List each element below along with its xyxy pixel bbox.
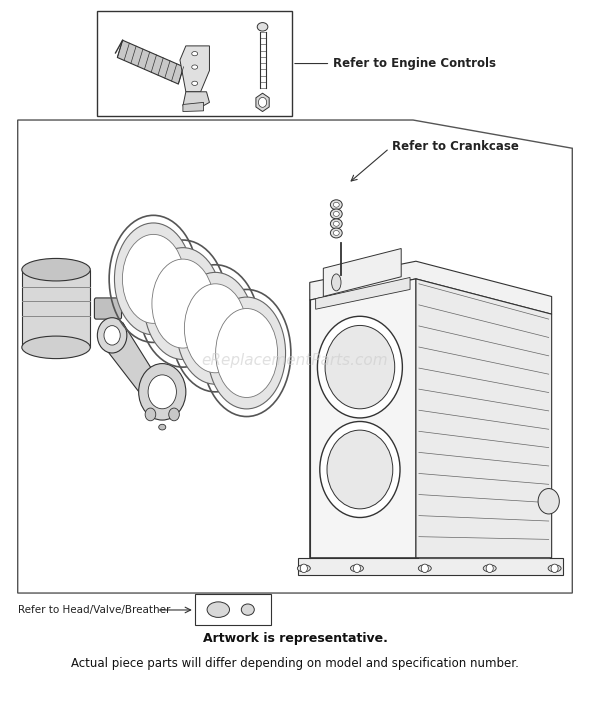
Ellipse shape: [122, 301, 129, 316]
Ellipse shape: [333, 202, 339, 208]
Text: Artwork is representative.: Artwork is representative.: [202, 633, 388, 645]
Polygon shape: [316, 277, 410, 309]
Text: Actual piece parts will differ depending on model and specification number.: Actual piece parts will differ depending…: [71, 657, 519, 670]
Polygon shape: [106, 323, 171, 409]
Circle shape: [258, 97, 267, 107]
Ellipse shape: [208, 297, 286, 409]
Polygon shape: [416, 279, 552, 558]
Circle shape: [325, 325, 395, 409]
Ellipse shape: [123, 234, 184, 323]
Text: Refer to Head/Valve/Breather: Refer to Head/Valve/Breather: [18, 605, 170, 615]
Ellipse shape: [114, 223, 192, 335]
Circle shape: [538, 489, 559, 514]
Ellipse shape: [418, 565, 431, 572]
Ellipse shape: [548, 565, 561, 572]
FancyBboxPatch shape: [94, 298, 122, 319]
Ellipse shape: [350, 565, 363, 572]
Bar: [97, 11, 292, 116]
Polygon shape: [323, 249, 401, 297]
Polygon shape: [18, 120, 572, 593]
Ellipse shape: [241, 604, 254, 615]
Circle shape: [327, 430, 393, 509]
Text: eReplacementParts.com: eReplacementParts.com: [202, 352, 388, 368]
Ellipse shape: [152, 259, 214, 348]
Ellipse shape: [330, 200, 342, 210]
Polygon shape: [183, 92, 209, 107]
Ellipse shape: [257, 23, 268, 31]
Ellipse shape: [333, 221, 339, 226]
Circle shape: [97, 318, 127, 353]
Ellipse shape: [176, 273, 254, 384]
Polygon shape: [298, 558, 563, 575]
Circle shape: [320, 421, 400, 517]
Ellipse shape: [207, 602, 230, 617]
Ellipse shape: [330, 219, 342, 229]
Ellipse shape: [332, 274, 341, 291]
Text: Refer to Crankcase: Refer to Crankcase: [392, 140, 519, 152]
Text: Refer to Engine Controls: Refer to Engine Controls: [333, 57, 496, 70]
Circle shape: [139, 364, 186, 420]
Ellipse shape: [144, 248, 222, 359]
Ellipse shape: [297, 565, 310, 572]
Circle shape: [551, 564, 558, 573]
Ellipse shape: [215, 309, 278, 397]
Ellipse shape: [483, 565, 496, 572]
FancyBboxPatch shape: [22, 270, 90, 347]
Polygon shape: [117, 40, 183, 84]
Ellipse shape: [333, 230, 339, 235]
Ellipse shape: [333, 212, 339, 217]
Polygon shape: [183, 102, 204, 112]
Polygon shape: [310, 261, 552, 314]
Bar: [195, 594, 271, 625]
Circle shape: [421, 564, 428, 573]
Ellipse shape: [192, 65, 198, 69]
Ellipse shape: [330, 209, 342, 219]
Circle shape: [104, 325, 120, 345]
Circle shape: [300, 564, 307, 573]
Ellipse shape: [22, 258, 90, 281]
Circle shape: [169, 408, 179, 421]
Ellipse shape: [192, 52, 198, 56]
Ellipse shape: [22, 336, 90, 359]
Circle shape: [148, 375, 176, 409]
Ellipse shape: [184, 284, 247, 373]
Circle shape: [145, 408, 156, 421]
Circle shape: [486, 564, 493, 573]
Ellipse shape: [330, 228, 342, 238]
Polygon shape: [310, 279, 416, 558]
Circle shape: [317, 316, 402, 418]
Ellipse shape: [159, 424, 166, 430]
Circle shape: [353, 564, 360, 573]
Ellipse shape: [192, 81, 198, 85]
Polygon shape: [180, 46, 209, 92]
